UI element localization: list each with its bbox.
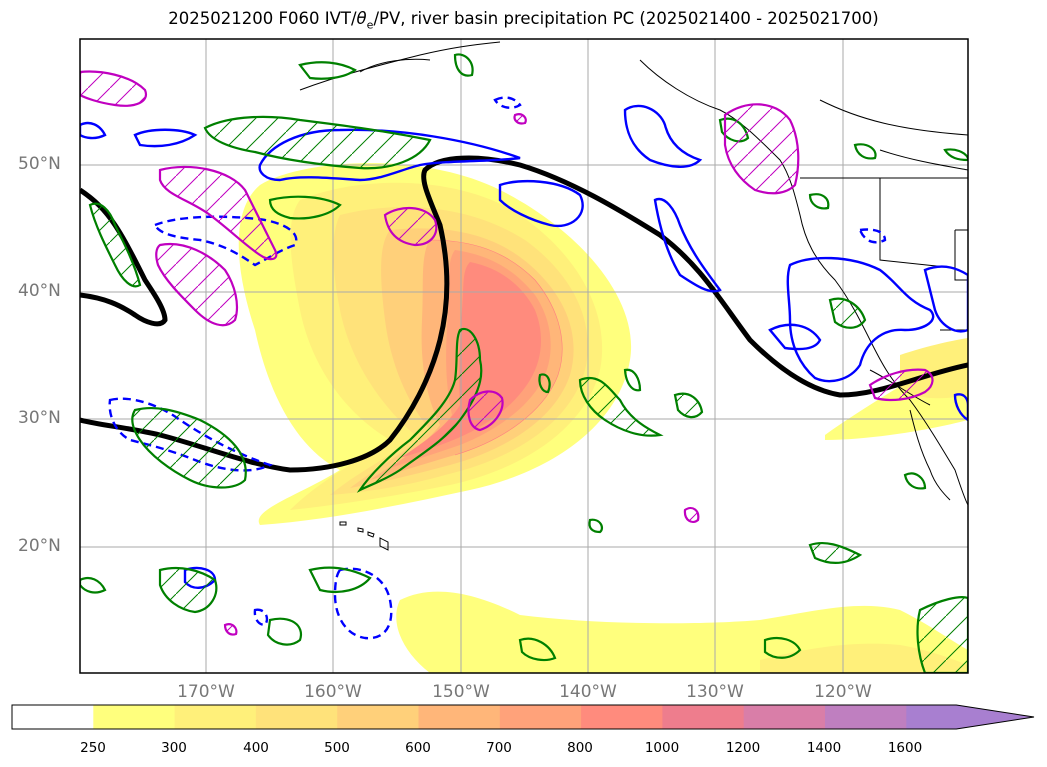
colorbar-segment (499, 705, 582, 729)
colorbar-segment (337, 705, 419, 729)
lat-label-20: 20°N (18, 536, 61, 556)
colorbar-segment (662, 705, 745, 729)
lat-label-30: 30°N (18, 408, 61, 428)
hawaii-islands (339, 521, 389, 551)
colorbar-label-600: 600 (405, 740, 431, 756)
colorbar-label-1400: 1400 (806, 740, 842, 756)
lat-label-50: 50°N (18, 154, 61, 174)
lon-label-130w: 130°W (686, 682, 744, 702)
colorbar-label-1000: 1000 (644, 740, 680, 756)
lon-label-140w: 140°W (559, 682, 617, 702)
map-frame (79, 38, 969, 674)
colorbar-label-500: 500 (324, 740, 350, 756)
theta-green-contours (80, 53, 968, 673)
colorbar-segment (743, 705, 826, 729)
colorbar-label-1600: 1600 (887, 740, 923, 756)
colorbar-segment (93, 705, 176, 729)
lon-label-160w: 160°W (304, 682, 362, 702)
colorbar-extend-arrow (906, 705, 1034, 729)
lon-label-170w: 170°W (177, 682, 235, 702)
colorbar-label-800: 800 (567, 740, 593, 756)
colorbar-label-400: 400 (243, 740, 269, 756)
lat-label-40: 40°N (18, 281, 61, 301)
colorbar-segment (825, 705, 907, 729)
colorbar-label-250: 250 (80, 740, 106, 756)
colorbar-segment (581, 705, 663, 729)
ivt-south-band-2 (760, 643, 968, 673)
colorbar-label-1200: 1200 (725, 740, 761, 756)
lon-label-150w: 150°W (432, 682, 490, 702)
colorbar-segment (174, 705, 257, 729)
colorbar-label-300: 300 (161, 740, 187, 756)
colorbar-outline (11, 704, 1035, 730)
colorbar-label-700: 700 (486, 740, 512, 756)
plot-content (80, 39, 968, 673)
colorbar-segment (418, 705, 501, 729)
colorbar (11, 704, 1035, 730)
map-title: 2025021200 F060 IVT/θe/PV, river basin p… (168, 9, 879, 32)
ivt-outline (429, 239, 563, 456)
lon-label-120w: 120°W (814, 682, 872, 702)
colorbar-segment (255, 705, 338, 729)
precip-contours (80, 70, 934, 636)
colorbar-segment (12, 705, 94, 729)
